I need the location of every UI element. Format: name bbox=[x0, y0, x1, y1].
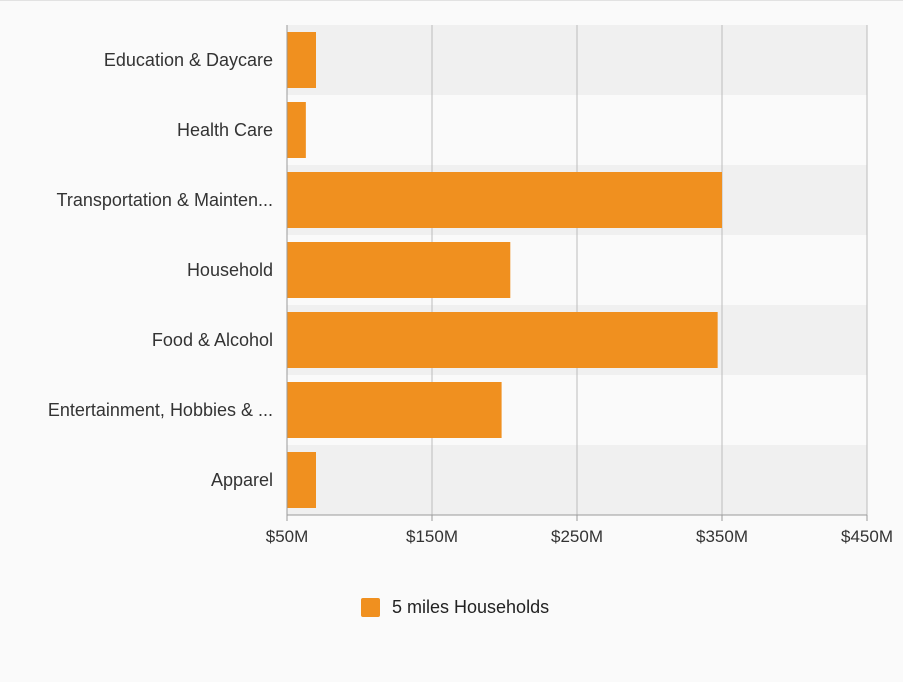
legend[interactable]: 5 miles Households bbox=[361, 597, 549, 618]
legend-swatch bbox=[361, 598, 380, 617]
category-labels: Education & Daycare Health Care Transporta… bbox=[48, 50, 273, 490]
x-tick-label: $250M bbox=[551, 527, 603, 546]
bar[interactable] bbox=[287, 312, 718, 368]
bar[interactable] bbox=[287, 242, 511, 298]
category-label: Education & Daycare bbox=[104, 50, 273, 70]
axis bbox=[286, 25, 868, 521]
category-label: Entertainment, Hobbies & ... bbox=[48, 400, 273, 420]
bars bbox=[287, 32, 722, 508]
bar[interactable] bbox=[287, 32, 316, 88]
bar[interactable] bbox=[287, 102, 306, 158]
bar[interactable] bbox=[287, 382, 502, 438]
bar[interactable] bbox=[287, 172, 722, 228]
x-tick-label: $450M bbox=[841, 527, 893, 546]
x-tick-label: $350M bbox=[696, 527, 748, 546]
category-label: Transportation & Mainten... bbox=[57, 190, 273, 210]
category-label: Food & Alcohol bbox=[152, 330, 273, 350]
category-label: Health Care bbox=[177, 120, 273, 140]
legend-label: 5 miles Households bbox=[392, 597, 550, 617]
x-tick-label: $150M bbox=[406, 527, 458, 546]
category-label: Apparel bbox=[211, 470, 273, 490]
bar[interactable] bbox=[287, 452, 316, 508]
category-label: Household bbox=[187, 260, 273, 280]
x-tick-label: $50M bbox=[266, 527, 309, 546]
tick-labels: $50M $150M $250M $350M $450M bbox=[266, 527, 893, 546]
